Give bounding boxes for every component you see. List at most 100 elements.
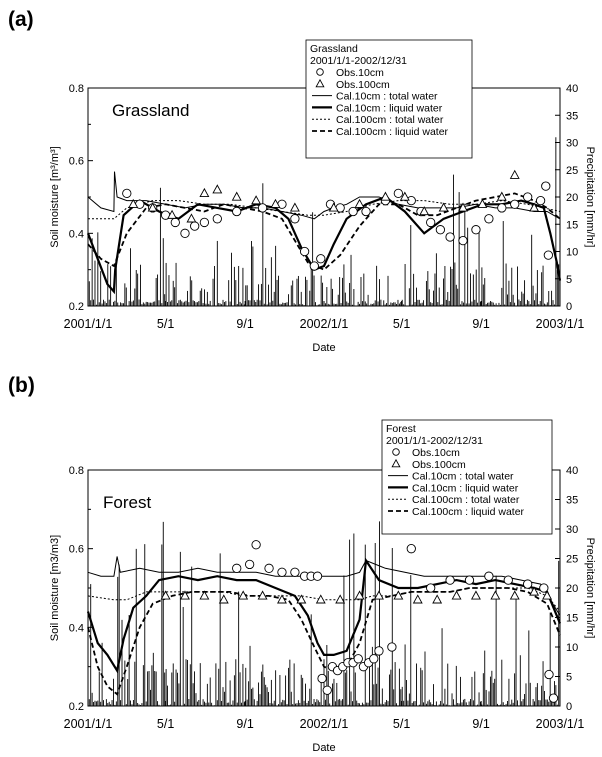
legend: Forest2001/1/1-2002/12/31Obs.10cmObs.100… xyxy=(381,419,553,535)
series-line xyxy=(87,587,561,612)
obs-10cm-point xyxy=(190,221,200,231)
y2-tick-label: 10 xyxy=(566,642,578,654)
x-axis-label: Date xyxy=(312,742,335,754)
obs-10cm-point xyxy=(539,583,549,593)
obs-10cm-point xyxy=(435,225,446,235)
obs-100cm-point xyxy=(315,594,326,604)
obs-10cm-point xyxy=(212,214,222,224)
obs-10cm-point xyxy=(232,206,242,217)
legend-entry: Obs.100cm xyxy=(412,459,466,471)
legend-entry: Obs.100cm xyxy=(336,79,390,91)
obs-100cm-point xyxy=(419,206,430,216)
obs-100cm-point xyxy=(335,594,346,604)
obs-100cm-point xyxy=(328,202,339,212)
obs-10cm-point xyxy=(544,669,554,680)
x-tick-label: 5/1 xyxy=(393,317,410,331)
obs-100cm-point xyxy=(270,198,281,208)
obs-10cm-point xyxy=(232,563,242,573)
obs-100cm-point xyxy=(218,594,229,604)
series-line xyxy=(86,557,562,674)
obs-10cm-point xyxy=(264,563,274,573)
obs-10cm-point xyxy=(170,217,180,228)
y2-tick-label: 30 xyxy=(566,138,578,150)
x-tick-label: 2002/1/1 xyxy=(300,317,349,331)
obs-100cm-point xyxy=(490,590,501,600)
obs-10cm-point xyxy=(497,203,507,213)
y-tick-label: 0.4 xyxy=(69,622,84,634)
y2-axis-label: Precipitation [mm/hr] xyxy=(584,538,596,639)
obs-100cm-point xyxy=(496,191,507,201)
obs-100cm-point xyxy=(167,209,178,219)
precipitation-bars xyxy=(88,521,560,706)
obs-100cm-point xyxy=(251,195,262,205)
obs-100cm-point xyxy=(186,213,197,223)
obs-10cm-point xyxy=(393,188,404,199)
y-tick-label: 0.2 xyxy=(69,701,84,713)
y2-axis-label: Precipitation [mm/hr] xyxy=(584,147,596,248)
obs-100cm-point xyxy=(458,202,468,212)
obs-10cm-point xyxy=(290,214,300,224)
obs-10cm-point xyxy=(484,571,494,581)
obs-10cm-point xyxy=(361,206,371,217)
obs-10cm-point xyxy=(445,232,455,242)
legend-marker xyxy=(316,68,324,76)
y2-tick-label: 0 xyxy=(566,301,572,313)
legend-entry: Cal.10cm : total water xyxy=(336,91,438,103)
y2-tick-label: 5 xyxy=(566,274,572,286)
obs-10cm-point xyxy=(464,575,475,585)
y-axis-label: Soil moisture [m³/m³] xyxy=(49,146,61,247)
x-tick-label: 9/1 xyxy=(236,717,253,731)
x-tick-label: 2003/1/1 xyxy=(536,717,585,731)
obs-100cm-point xyxy=(354,590,365,600)
legend-entry: Obs.10cm xyxy=(412,447,460,459)
obs-10cm-point xyxy=(374,646,384,656)
y2-tick-label: 15 xyxy=(566,219,578,231)
obs-10cm-point xyxy=(317,673,327,684)
legend-period: 2001/1/1-2002/12/31 xyxy=(310,55,407,67)
y-tick-label: 0.4 xyxy=(69,228,84,240)
obs-100cm-point xyxy=(509,169,520,179)
obs-10cm-point xyxy=(523,579,533,589)
obs-10cm-point xyxy=(180,228,190,238)
obs-10cm-point xyxy=(484,214,494,224)
legend-entry: Cal.10cm : total water xyxy=(412,471,514,483)
obs-100cm-point xyxy=(277,594,287,604)
obs-10cm-point xyxy=(548,693,559,703)
legend: Grassland2001/1/1-2002/12/31Obs.10cmObs.… xyxy=(305,39,473,159)
obs-10cm-point xyxy=(244,559,255,570)
obs-10cm-point xyxy=(543,250,554,260)
x-tick-label: 5/1 xyxy=(157,317,174,331)
obs-10cm-point xyxy=(535,195,546,206)
obs-10cm-point xyxy=(316,254,326,264)
obs-100cm-point xyxy=(180,590,190,600)
obs-10cm-point xyxy=(348,206,358,217)
y2-tick-label: 30 xyxy=(566,524,578,536)
series-line xyxy=(88,200,561,220)
obs-10cm-point xyxy=(445,575,455,585)
obs-10cm-point xyxy=(369,654,379,664)
obs-100cm-point xyxy=(432,594,443,604)
obs-100cm-point xyxy=(438,202,449,212)
obs-10cm-point xyxy=(322,685,332,695)
x-tick-label: 2001/1/1 xyxy=(64,317,113,331)
panel-label: (b) xyxy=(8,374,35,397)
obs-10cm-point xyxy=(122,188,132,199)
obs-10cm-point xyxy=(426,583,436,593)
obs-10cm-point xyxy=(312,571,323,581)
obs-10cm-point xyxy=(309,261,319,271)
legend-entry: Obs.10cm xyxy=(336,67,384,79)
obs-100cm-point xyxy=(477,198,488,208)
panel-a: (a) 0.2 0.4 0.6 0.8 0 5 10 15 20 25 30 35 40 2001/1/1 5… xyxy=(8,8,596,354)
obs-10cm-point xyxy=(503,575,513,585)
panel-title: Forest xyxy=(103,493,151,512)
x-axis-label: Date xyxy=(312,342,335,354)
precipitation-bars xyxy=(88,137,560,306)
legend-box xyxy=(305,39,473,159)
y2-tick-label: 40 xyxy=(566,465,578,477)
y-tick-label: 0.6 xyxy=(69,156,84,168)
y2-tick-label: 10 xyxy=(566,247,578,259)
obs-100cm-point xyxy=(231,191,242,201)
obs-10cm-point xyxy=(387,642,397,652)
obs-100cm-point xyxy=(147,202,158,212)
y2-tick-label: 15 xyxy=(566,613,578,625)
